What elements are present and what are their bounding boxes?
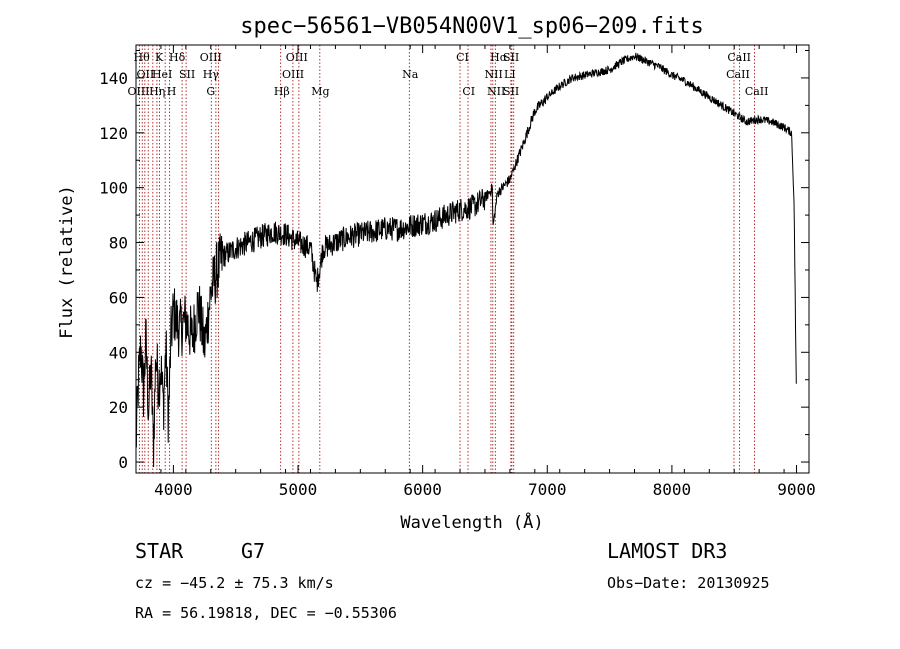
spectral-subclass: G7 [241,539,266,563]
line-label-row1-3: OIII [200,51,222,64]
y-tick-label-2: 40 [109,343,128,362]
line-label-row3-4: Hβ [274,85,290,98]
line-label-row3-7: NII [487,85,505,98]
y-tick-label-3: 60 [109,288,128,307]
line-label-row2-8: CaII [726,68,750,81]
y-tick-label-4: 80 [109,234,128,253]
x-tick-label-2: 6000 [403,480,442,499]
y-tick-label-0: 0 [118,453,128,472]
spectrum-series-line [135,52,797,468]
line-label-row1-1: K [155,51,164,64]
line-label-row1-2: Hδ [169,51,186,64]
line-label-row1-8: CaII [727,51,751,64]
y-tick-label-7: 140 [99,69,128,88]
x-tick-label-5: 9000 [777,480,816,499]
axis-ticks: 4000 5000 6000 7000 8000 9000 0 20 40 60 80 100 120 1… [99,45,816,499]
line-label-row1-7: SII [503,51,519,64]
survey-name: LAMOST DR3 [607,539,728,563]
x-tick-label-3: 7000 [528,480,567,499]
plot-frame [135,44,810,474]
line-label-row1-0: Hθ [133,51,150,64]
x-tick-label-4: 8000 [653,480,692,499]
line-label-row2-7: LI [504,68,516,81]
line-label-row3-5: Mg [311,85,329,98]
line-label-row3-9: CaII [745,85,769,98]
object-type: STAR [135,539,184,563]
y-axis-label: Flux (relative) [57,185,77,339]
x-tick-label-0: 4000 [154,480,193,499]
observation-date: Obs−Date: 20130925 [607,574,770,592]
line-label-row2-3: Hγ [203,68,220,81]
x-tick-label-1: 5000 [279,480,318,499]
line-label-row3-3: G [206,85,215,98]
y-tick-label-1: 20 [109,398,128,417]
redshift-velocity: cz = −45.2 ± 75.3 km/s [135,574,334,592]
y-tick-label-5: 100 [99,179,128,198]
line-label-row3-2: H [167,85,177,98]
line-label-row2-2: SII [179,68,195,81]
line-label-row3-6: CI [462,85,475,98]
line-label-row3-8: SII [503,85,519,98]
line-label-row2-5: Na [402,68,419,81]
line-label-row3-0: OIII [127,85,149,98]
line-label-row1-5: CI [456,51,469,64]
line-label-row1-6: Hα [490,51,508,64]
chart-title: spec−56561−VB054N00V1_sp06−209.fits [240,14,704,39]
line-label-row2-6: NII [485,68,503,81]
y-tick-label-6: 120 [99,124,128,143]
ra-dec-coordinates: RA = 56.19818, DEC = −0.55306 [135,604,397,622]
x-axis-label: Wavelength (Å) [400,511,543,533]
line-label-row2-4: OIII [282,68,304,81]
line-label-row2-1: HeI [152,68,172,81]
line-label-row1-4: OIII [286,51,308,64]
line-label-row3-1: Hη [149,85,165,98]
emission-line-markers [138,45,755,473]
